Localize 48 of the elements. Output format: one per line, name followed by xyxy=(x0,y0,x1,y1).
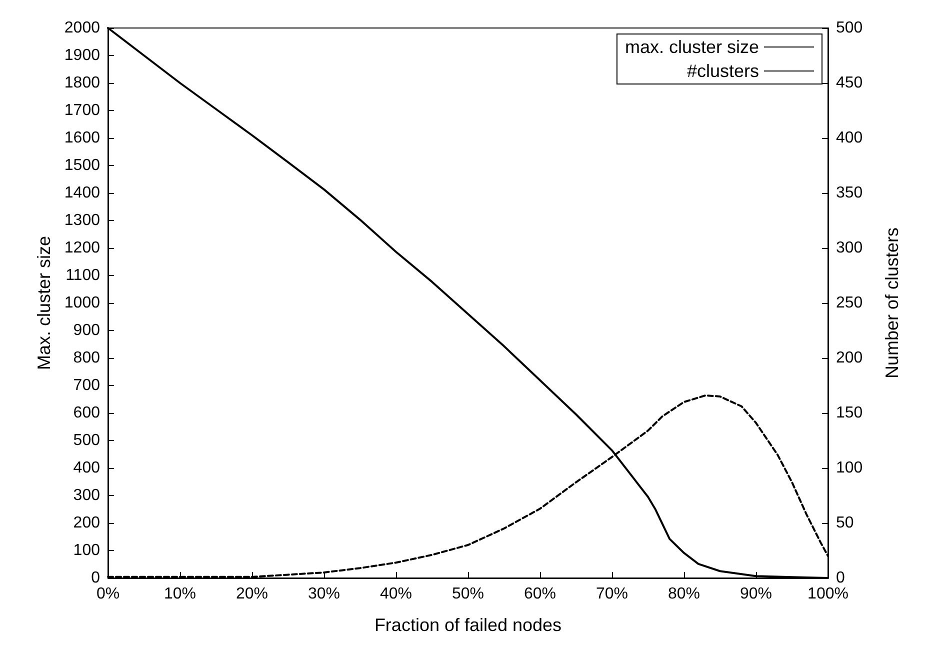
x-axis-title: Fraction of failed nodes xyxy=(374,615,562,635)
y-tick-label: 1100 xyxy=(66,267,100,284)
y-tick-label: 2000 xyxy=(64,20,100,36)
x-tick-label: 0% xyxy=(96,586,120,602)
x-tick-label: 70% xyxy=(596,586,628,602)
y-tick-label: 1300 xyxy=(64,212,100,229)
y2-tick-label: 450 xyxy=(836,74,863,92)
y2-tick-label: 200 xyxy=(836,350,863,366)
x-tick-label: 30% xyxy=(308,586,340,602)
y-tick-label: 1900 xyxy=(64,47,100,64)
x-tick-label: 40% xyxy=(380,586,412,602)
y2-tick-label: 300 xyxy=(836,240,863,256)
x-tick-label: 80% xyxy=(668,586,700,602)
y-tick-label: 700 xyxy=(73,377,100,394)
legend-label: max. cluster size xyxy=(624,37,759,57)
x-tick-label: 100% xyxy=(808,586,848,602)
y-tick-label: 1500 xyxy=(64,157,100,174)
y-tick-label: 0 xyxy=(91,570,100,586)
y-tick-label: 500 xyxy=(73,432,100,449)
x-tick-label: 50% xyxy=(452,586,484,602)
y2-tick-label: 350 xyxy=(836,184,863,202)
x-tick-label: 20% xyxy=(236,586,268,602)
y-tick-label: 1200 xyxy=(64,240,100,256)
y2-tick-label: 50 xyxy=(836,514,854,532)
y-tick-label: 800 xyxy=(73,350,100,366)
y-tick-label: 600 xyxy=(73,404,100,422)
y2-axis-title: Number of clusters xyxy=(882,227,902,379)
y2-tick-label: 0 xyxy=(836,570,845,586)
y-tick-label: 900 xyxy=(73,322,100,339)
y-tick-label: 1600 xyxy=(64,130,100,146)
y2-tick-label: 250 xyxy=(836,294,863,312)
y-axis-title: Max. cluster size xyxy=(34,236,54,370)
y-tick-label: 1400 xyxy=(64,184,100,202)
y2-tick-label: 500 xyxy=(836,20,863,36)
y2-tick-label: 150 xyxy=(836,404,863,422)
y2-tick-label: 400 xyxy=(836,130,863,146)
y2-tick-label: 100 xyxy=(836,460,863,476)
x-tick-label: 60% xyxy=(524,586,556,602)
y-tick-label: 300 xyxy=(73,487,100,504)
x-tick-label: 90% xyxy=(740,586,772,602)
x-tick-label: 10% xyxy=(164,586,196,602)
y-tick-label: 1000 xyxy=(64,294,100,312)
y-tick-label: 1800 xyxy=(64,74,100,92)
y-tick-label: 100 xyxy=(73,542,100,559)
legend-label: #clusters xyxy=(686,61,759,81)
y-tick-label: 400 xyxy=(73,460,100,476)
y-tick-label: 1700 xyxy=(64,102,100,119)
y-tick-label: 200 xyxy=(73,514,100,532)
